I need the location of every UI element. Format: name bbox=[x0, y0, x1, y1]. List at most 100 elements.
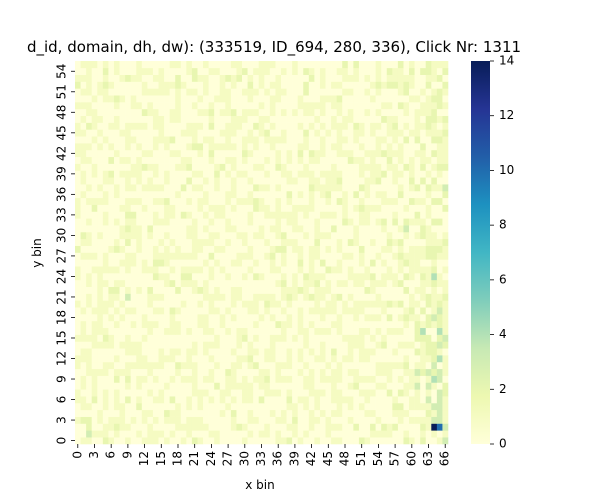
heatmap-cell bbox=[108, 327, 115, 335]
heatmap-cell bbox=[247, 74, 254, 82]
heatmap-cell bbox=[86, 88, 92, 96]
heatmap-cell bbox=[370, 102, 376, 110]
heatmap-cell bbox=[197, 416, 204, 424]
heatmap-cell bbox=[269, 259, 276, 267]
heatmap-cell bbox=[164, 293, 170, 301]
heatmap-cell bbox=[319, 320, 326, 329]
heatmap-cell bbox=[325, 74, 332, 82]
x-tick-label: 36 bbox=[271, 451, 285, 466]
heatmap-cell bbox=[297, 314, 304, 322]
heatmap-cell bbox=[91, 430, 98, 438]
heatmap-cell bbox=[358, 163, 365, 171]
heatmap-cell bbox=[169, 334, 176, 342]
heatmap-cell bbox=[364, 81, 371, 89]
colorbar-tick-label: 14 bbox=[499, 54, 514, 68]
heatmap-cell bbox=[381, 170, 388, 178]
heatmap-cell bbox=[275, 273, 282, 281]
heatmap-cell bbox=[125, 136, 131, 144]
heatmap-cell bbox=[375, 348, 382, 356]
heatmap-cell bbox=[175, 88, 182, 96]
heatmap-cell bbox=[414, 211, 421, 219]
heatmap-cell bbox=[375, 163, 382, 171]
heatmap-cell bbox=[152, 129, 159, 137]
heatmap-cell bbox=[420, 88, 427, 96]
heatmap-cell bbox=[319, 211, 326, 219]
heatmap-cell bbox=[303, 341, 310, 349]
heatmap-cell bbox=[280, 375, 287, 383]
heatmap-cell bbox=[409, 416, 415, 424]
heatmap-cell bbox=[442, 245, 449, 253]
heatmap-cell bbox=[130, 245, 137, 253]
heatmap-cell bbox=[141, 122, 148, 130]
heatmap-cell bbox=[141, 266, 148, 274]
heatmap-cell bbox=[230, 95, 237, 103]
heatmap-cell bbox=[152, 156, 159, 164]
heatmap-cell bbox=[269, 95, 276, 103]
heatmap-cell bbox=[258, 361, 265, 370]
heatmap-cell bbox=[280, 108, 287, 117]
heatmap-cell bbox=[353, 190, 360, 199]
heatmap-cell bbox=[269, 81, 276, 89]
heatmap-cell bbox=[197, 286, 204, 294]
heatmap-cell bbox=[275, 437, 282, 445]
heatmap-cell bbox=[347, 163, 354, 171]
heatmap-cell bbox=[375, 177, 382, 185]
heatmap-cell bbox=[397, 355, 404, 363]
heatmap-cell bbox=[197, 102, 204, 110]
heatmap-cell bbox=[392, 74, 399, 82]
heatmap-cell bbox=[431, 204, 438, 212]
heatmap-cell bbox=[403, 184, 410, 192]
heatmap-cell bbox=[180, 204, 187, 212]
heatmap-cell bbox=[225, 341, 232, 349]
heatmap-cell bbox=[164, 320, 170, 329]
heatmap-cell bbox=[186, 102, 193, 110]
heatmap-cell bbox=[141, 143, 148, 151]
heatmap-cell bbox=[158, 211, 165, 219]
heatmap-cell bbox=[119, 409, 126, 417]
heatmap-cell bbox=[375, 273, 382, 281]
heatmap-cell bbox=[375, 368, 382, 376]
heatmap-cell bbox=[386, 368, 393, 376]
heatmap-cell bbox=[381, 115, 388, 123]
heatmap-cell bbox=[292, 61, 298, 69]
heatmap-cell bbox=[314, 245, 321, 253]
heatmap-cell bbox=[113, 190, 120, 199]
heatmap-cell bbox=[175, 190, 182, 199]
heatmap-cell bbox=[392, 122, 399, 130]
heatmap-cell bbox=[236, 314, 243, 322]
heatmap-cell bbox=[409, 61, 415, 69]
heatmap-cell bbox=[186, 238, 193, 246]
heatmap-cell bbox=[236, 143, 243, 151]
heatmap-cell bbox=[414, 122, 421, 130]
heatmap-cell bbox=[425, 286, 432, 294]
heatmap-cell bbox=[308, 279, 315, 287]
heatmap-cell bbox=[436, 389, 443, 397]
heatmap-cell bbox=[80, 314, 87, 322]
heatmap-cell bbox=[230, 355, 237, 363]
heatmap-cell bbox=[158, 293, 165, 301]
heatmap-cell bbox=[286, 67, 293, 75]
heatmap-cell bbox=[342, 163, 349, 171]
heatmap-cell bbox=[169, 266, 176, 274]
heatmap-cell bbox=[381, 225, 388, 233]
heatmap-cell bbox=[425, 170, 432, 178]
y-tick-label: 45 bbox=[55, 125, 69, 140]
heatmap-cell bbox=[230, 327, 237, 335]
heatmap-cell bbox=[425, 129, 432, 137]
heatmap-cell bbox=[186, 286, 193, 294]
heatmap-cell bbox=[75, 115, 81, 123]
heatmap-cell bbox=[208, 95, 215, 103]
heatmap-cell bbox=[280, 382, 287, 390]
heatmap-cell bbox=[414, 108, 421, 117]
heatmap-cell bbox=[242, 273, 248, 281]
heatmap-cell bbox=[152, 149, 159, 158]
heatmap-cell bbox=[152, 231, 159, 240]
heatmap-cell bbox=[375, 74, 382, 82]
heatmap-cell bbox=[175, 211, 182, 219]
heatmap-cell bbox=[308, 225, 315, 233]
heatmap-cell bbox=[186, 327, 193, 335]
heatmap-cell bbox=[158, 122, 165, 130]
heatmap-cell bbox=[280, 279, 287, 287]
heatmap-cell bbox=[80, 252, 87, 260]
heatmap-cell bbox=[386, 170, 393, 178]
